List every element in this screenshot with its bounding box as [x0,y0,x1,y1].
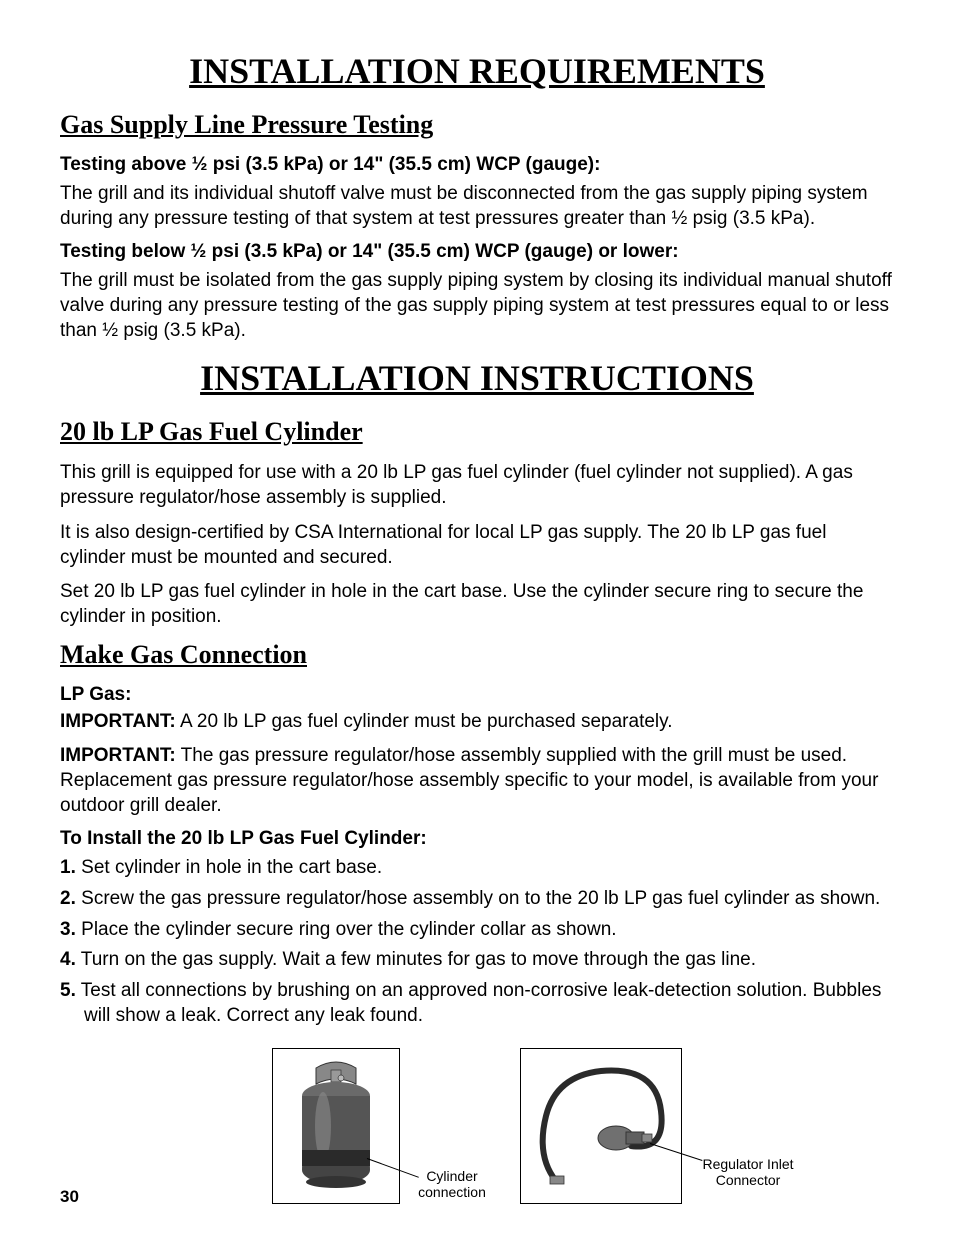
figure-regulator-box [520,1048,682,1204]
figures-row: Cylinder connection Regulator Inlet Conn… [60,1048,894,1204]
section-heading-pressure-testing: Gas Supply Line Pressure Testing [60,110,894,140]
paragraph-important-1: IMPORTANT: A 20 lb LP gas fuel cylinder … [60,710,894,735]
page-number: 30 [60,1187,79,1207]
subheading-testing-above: Testing above ½ psi (3.5 kPa) or 14" (35… [60,154,894,176]
list-item: 3. Place the cylinder secure ring over t… [60,918,894,943]
caption-regulator: Regulator Inlet Connector [698,1156,798,1188]
step-text: Turn on the gas supply. Wait a few minut… [81,949,756,970]
paragraph-important-2: IMPORTANT: The gas pressure regulator/ho… [60,744,894,818]
important-text-2: The gas pressure regulator/hose assembly… [60,745,878,815]
install-steps-list: 1. Set cylinder in hole in the cart base… [60,856,894,1028]
paragraph-cylinder-3: Set 20 lb LP gas fuel cylinder in hole i… [60,580,894,629]
subheading-testing-below: Testing below ½ psi (3.5 kPa) or 14" (35… [60,241,894,263]
paragraph-cylinder-2: It is also design-certified by CSA Inter… [60,521,894,570]
list-item: 4. Turn on the gas supply. Wait a few mi… [60,948,894,973]
propane-cylinder-icon [281,1056,391,1196]
list-item: 2. Screw the gas pressure regulator/hose… [60,887,894,912]
figure-cylinder-box [272,1048,400,1204]
subheading-lp-gas: LP Gas: [60,684,894,706]
step-text: Place the cylinder secure ring over the … [81,919,616,940]
section-heading-cylinder: 20 lb LP Gas Fuel Cylinder [60,417,894,447]
regulator-hose-icon [526,1056,676,1196]
page-title-requirements: INSTALLATION REQUIREMENTS [60,50,894,92]
caption-cylinder: Cylinder connection [412,1168,492,1200]
important-label-1: IMPORTANT: [60,711,176,732]
list-item: 5. Test all connections by brushing on a… [60,979,894,1028]
paragraph-testing-above: The grill and its individual shutoff val… [60,182,894,231]
important-text-1: A 20 lb LP gas fuel cylinder must be pur… [176,711,673,732]
step-text: Screw the gas pressure regulator/hose as… [81,888,880,909]
figure-cylinder: Cylinder connection [272,1048,400,1204]
paragraph-cylinder-1: This grill is equipped for use with a 20… [60,461,894,510]
step-text: Set cylinder in hole in the cart base. [81,857,382,878]
important-label-2: IMPORTANT: [60,745,176,766]
section-heading-gas-connection: Make Gas Connection [60,640,894,670]
list-item: 1. Set cylinder in hole in the cart base… [60,856,894,881]
step-text: Test all connections by brushing on an a… [81,980,882,1026]
figure-regulator: Regulator Inlet Connector [520,1048,682,1204]
page-title-instructions: INSTALLATION INSTRUCTIONS [60,357,894,399]
subheading-install-cylinder: To Install the 20 lb LP Gas Fuel Cylinde… [60,828,894,850]
paragraph-testing-below: The grill must be isolated from the gas … [60,269,894,343]
